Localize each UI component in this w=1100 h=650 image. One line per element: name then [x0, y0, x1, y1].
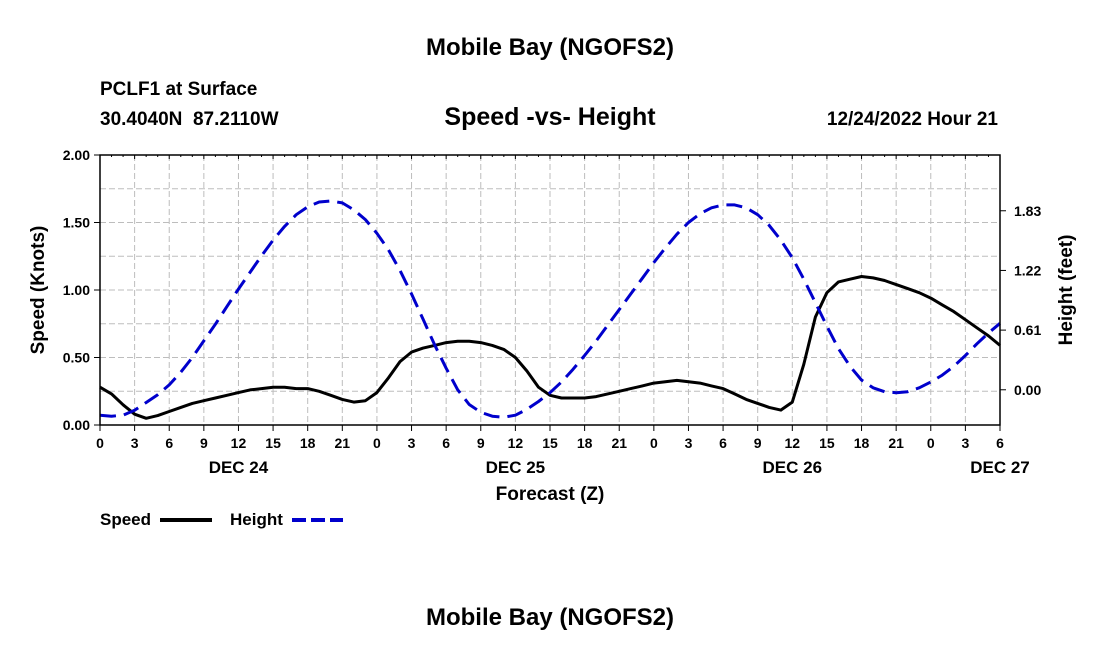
x-tick-label: 12: [785, 435, 801, 451]
x-day-label: DEC 24: [209, 458, 269, 477]
x-tick-label: 12: [231, 435, 247, 451]
x-tick-label: 15: [265, 435, 281, 451]
location-label: 30.4040N 87.2110W: [100, 109, 279, 130]
x-tick-label: 12: [508, 435, 524, 451]
x-tick-label: 3: [131, 435, 139, 451]
series-layer: [99, 199, 1001, 420]
x-day-label: DEC 26: [763, 458, 823, 477]
x-tick-label: 18: [300, 435, 316, 451]
y-axis-left-title: Speed (Knots): [28, 226, 49, 355]
series-line-speed: [99, 275, 1001, 420]
x-tick-label: 0: [373, 435, 381, 451]
x-tick-label: 0: [650, 435, 658, 451]
legend-speed-label: Speed: [100, 510, 151, 529]
x-tick-label: 6: [165, 435, 173, 451]
y-right-tick-label: 1.83: [1014, 203, 1041, 219]
x-tick-label: 3: [685, 435, 693, 451]
y-right-tick-label: 0.00: [1014, 382, 1041, 398]
x-tick-label: 21: [611, 435, 627, 451]
x-tick-label: 3: [408, 435, 416, 451]
datetime-label: 12/24/2022 Hour 21: [827, 109, 999, 130]
x-tick-label: 0: [927, 435, 935, 451]
x-day-label: DEC 25: [486, 458, 546, 477]
legend-height-label: Height: [230, 510, 283, 529]
footer-title: Mobile Bay (NGOFS2): [426, 604, 674, 631]
x-tick-label: 9: [754, 435, 762, 451]
x-tick-label: 21: [335, 435, 351, 451]
y-axis-right-title: Height (feet): [1056, 235, 1077, 346]
legend: Speed Height: [100, 510, 343, 529]
y-left-tick-label: 2.00: [63, 147, 90, 163]
chart-subtitle: Speed -vs- Height: [444, 103, 656, 131]
x-axis-title: Forecast (Z): [496, 484, 605, 505]
series-line-height: [99, 199, 1001, 419]
x-tick-label: 18: [854, 435, 870, 451]
x-tick-label: 3: [961, 435, 969, 451]
y-right-tick-label: 1.22: [1014, 262, 1041, 278]
x-tick-label: 6: [719, 435, 727, 451]
y-right-tick-label: 0.61: [1014, 322, 1041, 338]
x-day-label: DEC 27: [970, 458, 1030, 477]
x-tick-label: 9: [200, 435, 208, 451]
x-tick-label: 0: [96, 435, 104, 451]
grid: [100, 155, 1000, 425]
x-tick-label: 9: [477, 435, 485, 451]
y-left-tick-label: 1.50: [63, 215, 90, 231]
chart-title: Mobile Bay (NGOFS2): [426, 34, 674, 61]
x-tick-label: 6: [442, 435, 450, 451]
x-tick-label: 21: [888, 435, 904, 451]
axes: 0 3 6 9 12 15 18 21 0 3 6 9 12 15 18 21 0 3 6 9 12 15 18 21 0 3 6 D…: [63, 147, 1042, 477]
x-tick-label: 15: [819, 435, 835, 451]
station-label: PCLF1 at Surface: [100, 79, 257, 100]
x-tick-label: 6: [996, 435, 1004, 451]
y-left-tick-label: 0.50: [63, 350, 90, 366]
y-left-tick-label: 0.00: [63, 417, 90, 433]
x-tick-label: 18: [577, 435, 593, 451]
x-tick-label: 15: [542, 435, 558, 451]
y-left-tick-label: 1.00: [63, 282, 90, 298]
